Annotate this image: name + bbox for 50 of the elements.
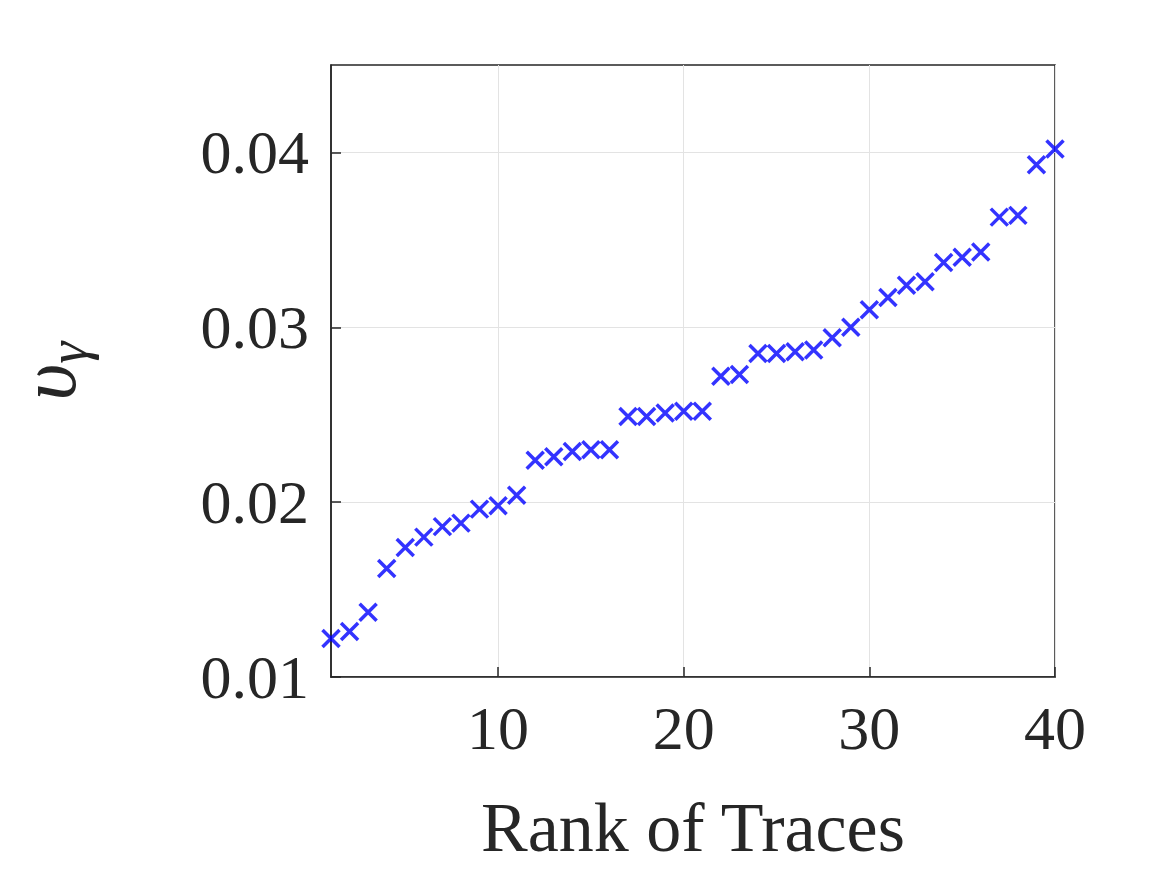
point xyxy=(970,241,991,263)
point xyxy=(1007,205,1029,226)
point xyxy=(450,512,472,534)
point xyxy=(747,343,769,364)
y-tick-label: 0.02 xyxy=(200,468,309,537)
point xyxy=(543,446,565,467)
point xyxy=(562,441,583,462)
x-tick-label: 10 xyxy=(467,694,530,762)
point xyxy=(914,271,936,293)
y-tick-label: 0.03 xyxy=(200,293,309,362)
point xyxy=(840,317,862,338)
point xyxy=(413,526,435,548)
x-tick-label: 30 xyxy=(838,694,901,762)
point xyxy=(933,252,954,273)
point xyxy=(710,366,732,387)
point xyxy=(673,400,694,422)
y-tick-label: 0.01 xyxy=(200,643,309,711)
point xyxy=(821,327,843,349)
point xyxy=(506,484,527,506)
point xyxy=(487,495,509,516)
point xyxy=(896,275,917,296)
point xyxy=(636,406,657,427)
x-axis-title: Rank of Traces xyxy=(481,788,905,866)
point xyxy=(692,400,713,422)
point xyxy=(877,287,899,308)
point xyxy=(580,439,602,460)
x-tick-label: 20 xyxy=(652,694,715,762)
point xyxy=(320,628,342,649)
point xyxy=(524,449,546,471)
point xyxy=(395,537,416,558)
point xyxy=(339,621,360,642)
x-tick-label: 40 xyxy=(1024,694,1086,762)
point xyxy=(432,516,453,537)
point xyxy=(599,439,620,460)
point xyxy=(1044,138,1066,160)
point xyxy=(803,339,824,361)
point xyxy=(469,498,490,520)
point xyxy=(729,364,750,385)
point xyxy=(376,558,397,579)
point xyxy=(951,247,973,268)
point xyxy=(654,402,676,424)
point xyxy=(859,299,880,321)
point xyxy=(1026,154,1047,175)
point xyxy=(357,602,379,623)
point xyxy=(784,341,806,363)
point xyxy=(766,343,787,364)
point xyxy=(617,406,639,427)
point xyxy=(989,206,1010,228)
y-tick-label: 0.04 xyxy=(200,118,309,187)
y-axis-title: υγ xyxy=(4,339,99,401)
